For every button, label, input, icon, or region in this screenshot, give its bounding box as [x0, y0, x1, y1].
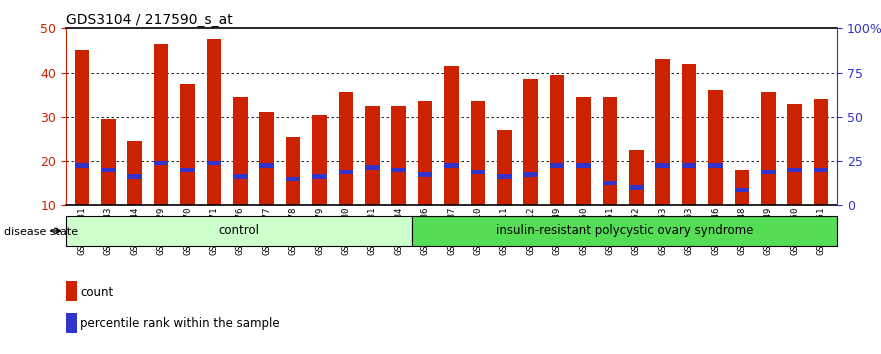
Bar [655, 163, 670, 168]
Bar [761, 92, 775, 205]
Bar [497, 174, 512, 179]
Bar [682, 64, 696, 205]
Bar [576, 97, 591, 205]
Bar [470, 101, 485, 205]
Bar [312, 115, 327, 205]
Bar [101, 168, 115, 172]
Bar [391, 168, 406, 172]
Bar [365, 166, 380, 170]
Bar [550, 75, 565, 205]
Bar [735, 188, 749, 192]
Text: control: control [218, 224, 259, 238]
Text: insulin-resistant polycystic ovary syndrome: insulin-resistant polycystic ovary syndr… [496, 224, 753, 238]
Bar [576, 163, 591, 168]
Bar [391, 106, 406, 205]
Bar [603, 181, 618, 185]
Bar [101, 119, 115, 205]
Bar [285, 177, 300, 181]
Bar [550, 163, 565, 168]
Bar [75, 163, 89, 168]
Bar [365, 106, 380, 205]
Bar [128, 141, 142, 205]
Text: GDS3104 / 217590_s_at: GDS3104 / 217590_s_at [66, 13, 233, 27]
Bar [312, 174, 327, 179]
Bar [761, 170, 775, 175]
Bar [735, 170, 749, 205]
Bar [629, 150, 644, 205]
Bar [181, 84, 195, 205]
Bar [338, 170, 353, 175]
Bar [788, 168, 802, 172]
Bar [128, 174, 142, 179]
Bar [233, 174, 248, 179]
Text: disease state: disease state [4, 227, 78, 237]
Bar [788, 104, 802, 205]
Bar [708, 163, 722, 168]
Bar [444, 66, 459, 205]
Bar [233, 97, 248, 205]
Text: count: count [80, 286, 114, 298]
Bar [814, 168, 828, 172]
Bar [655, 59, 670, 205]
Bar [418, 101, 433, 205]
Bar [411, 216, 837, 246]
Bar [682, 163, 696, 168]
Bar [66, 216, 411, 246]
Bar [259, 113, 274, 205]
Bar [154, 44, 168, 205]
Bar [444, 163, 459, 168]
Bar [154, 161, 168, 166]
Bar [207, 161, 221, 166]
Bar [418, 172, 433, 177]
Bar [523, 172, 538, 177]
Bar [603, 97, 618, 205]
Bar [814, 99, 828, 205]
Text: percentile rank within the sample: percentile rank within the sample [80, 318, 280, 330]
Bar [285, 137, 300, 205]
Bar [259, 163, 274, 168]
Bar [338, 92, 353, 205]
Bar [181, 168, 195, 172]
Bar [629, 185, 644, 190]
Bar [708, 90, 722, 205]
Bar [470, 170, 485, 175]
Bar [523, 79, 538, 205]
Bar [207, 39, 221, 205]
Bar [497, 130, 512, 205]
Bar [75, 51, 89, 205]
